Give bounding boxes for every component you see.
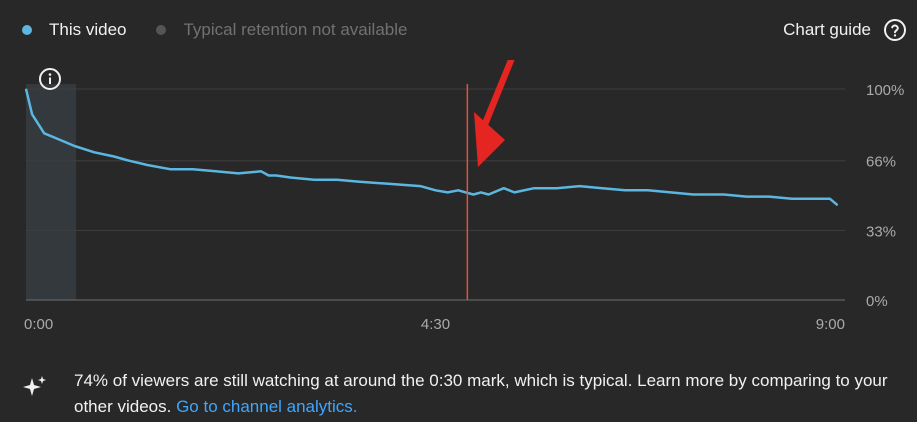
data-point — [836, 204, 839, 206]
data-point — [31, 113, 33, 115]
data-point — [768, 196, 770, 198]
data-point — [465, 191, 467, 193]
data-point — [146, 164, 148, 166]
data-point — [745, 196, 748, 198]
data-point — [692, 193, 694, 196]
data-point — [533, 187, 535, 189]
insight-message: 74% of viewers are still watching at aro… — [74, 371, 888, 416]
arrow-head — [474, 112, 505, 167]
series-dot — [22, 25, 32, 35]
data-point — [601, 187, 603, 189]
data-point — [73, 145, 76, 147]
data-point — [472, 193, 475, 196]
data-point — [513, 191, 515, 193]
retention-line — [24, 88, 839, 207]
data-point — [336, 179, 338, 181]
y-tick-label: 66% — [866, 154, 896, 171]
data-point — [556, 187, 558, 189]
sparkle-icon — [23, 376, 46, 396]
data-point — [806, 198, 808, 200]
chart-guide-label: Chart guide — [783, 20, 871, 39]
data-point — [25, 88, 27, 90]
data-point — [290, 177, 293, 179]
data-point — [214, 170, 217, 172]
data-point — [457, 189, 459, 191]
retention-chart: 100% 66% 33% 0% 0:00 4:30 9:00 — [24, 60, 904, 333]
data-point — [260, 170, 262, 172]
data-point — [419, 185, 421, 187]
y-tick-label: 33% — [866, 223, 896, 240]
data-point — [791, 198, 793, 200]
data-point — [268, 174, 270, 177]
data-point — [624, 189, 626, 191]
data-point — [237, 172, 239, 174]
data-point — [829, 198, 831, 200]
data-point — [669, 191, 672, 193]
data-point — [275, 174, 277, 177]
data-point — [723, 193, 725, 196]
data-point — [313, 179, 315, 181]
legend-this-video: This video — [22, 20, 126, 40]
insight-text: 74% of viewers are still watching at aro… — [74, 368, 902, 420]
data-point — [434, 189, 437, 191]
data-point — [389, 183, 391, 185]
data-point — [58, 139, 60, 141]
data-point — [169, 168, 171, 170]
info-icon[interactable] — [39, 68, 61, 90]
arrow-shaft — [481, 60, 515, 128]
y-tick-label: 100% — [866, 82, 904, 99]
data-point — [447, 191, 449, 193]
data-point — [487, 193, 490, 196]
data-point — [707, 193, 710, 196]
data-point — [113, 155, 115, 158]
insight-row: 74% of viewers are still watching at aro… — [22, 368, 902, 420]
data-point — [43, 132, 45, 134]
data-point — [503, 187, 505, 189]
x-tick-label: 4:30 — [421, 316, 450, 333]
data-point — [480, 191, 482, 193]
data-point — [93, 151, 95, 153]
legend-typical: Typical retention not available — [156, 20, 407, 40]
x-tick-label: 0:00 — [24, 316, 53, 333]
help-icon[interactable] — [883, 18, 907, 42]
legend-this-video-label: This video — [49, 20, 127, 39]
chart-legend: This video Typical retention not availab… — [22, 20, 437, 40]
chart-guide-button[interactable]: Chart guide — [783, 18, 907, 42]
x-tick-label: 9:00 — [816, 316, 845, 333]
data-point — [647, 189, 649, 191]
legend-typical-label: Typical retention not available — [183, 20, 408, 39]
data-point — [578, 185, 581, 187]
typical-dot — [156, 25, 167, 35]
data-point — [128, 160, 130, 162]
y-tick-label: 0% — [866, 293, 888, 310]
channel-analytics-link[interactable]: Go to channel analytics. — [176, 397, 358, 416]
data-point — [192, 168, 194, 170]
data-point — [359, 181, 361, 183]
